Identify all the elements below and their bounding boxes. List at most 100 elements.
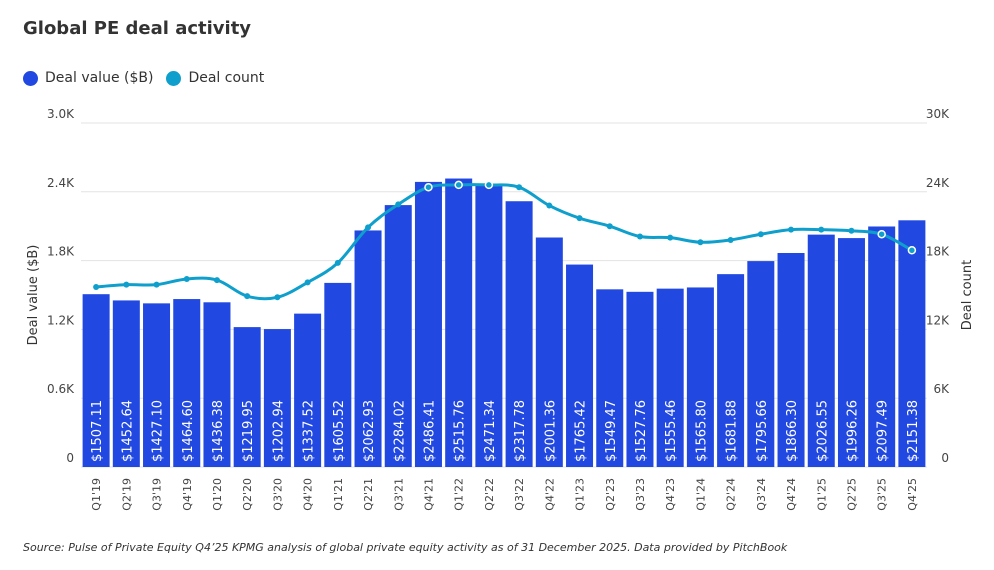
bar-data-label: $1436.38 [211, 400, 226, 462]
bar-deal-value [112, 300, 140, 467]
bar-deal-value [324, 282, 352, 467]
x-tick-label: Q1'21 [332, 478, 345, 511]
bar-data-label: $2062.93 [362, 400, 377, 462]
bar-data-label: $1337.52 [302, 400, 317, 462]
x-tick-label: Q3'25 [876, 478, 889, 511]
bar-data-label: $1219.95 [241, 400, 256, 462]
bar-data-label: $2515.76 [453, 400, 468, 462]
x-tick-label: Q2'19 [120, 478, 133, 511]
legend-item-deal-count[interactable]: Deal count [166, 70, 264, 86]
x-tick-label: Q3'19 [151, 478, 164, 511]
bar-deal-value [777, 252, 805, 467]
x-tick-label: Q1'25 [815, 478, 828, 511]
bar-data-label: $2001.36 [543, 400, 558, 462]
x-tick-label: Q2'23 [604, 478, 617, 511]
bar-data-label: $1681.88 [725, 400, 740, 462]
y-axis-title: Deal value ($B) [26, 245, 41, 346]
point-deal-count [183, 275, 190, 282]
bar-data-label: $2471.34 [483, 400, 498, 462]
point-deal-count [454, 180, 463, 190]
bar-data-label: $1555.46 [664, 400, 679, 462]
point-deal-count [153, 281, 160, 288]
x-tick-label: Q1'22 [453, 478, 466, 511]
point-deal-count [606, 223, 613, 230]
bar-deal-value [656, 288, 684, 467]
point-deal-count [848, 227, 855, 234]
x-tick-label: Q4'24 [785, 478, 798, 511]
bar-deal-value [475, 183, 503, 467]
y-tick-label: 1.8K [47, 245, 75, 259]
point-deal-count [907, 246, 917, 255]
y2-tick-label: 30K [926, 107, 950, 121]
x-tick-label: Q4'19 [181, 478, 194, 511]
y-tick-label: 3.0K [47, 107, 75, 121]
bar-data-label: $1452.64 [120, 400, 135, 462]
y2-tick-label: 24K [926, 176, 950, 190]
x-tick-label: Q3'22 [513, 478, 526, 511]
bar-deal-value [445, 178, 473, 467]
point-deal-count [636, 233, 643, 240]
bar-deal-value [505, 201, 533, 467]
x-tick-label: Q4'22 [543, 478, 556, 511]
bar-deal-value [203, 302, 231, 467]
bar-data-label: $2097.49 [876, 400, 891, 462]
bar-data-label: $1795.66 [755, 400, 770, 462]
legend: Deal value ($B) Deal count [23, 70, 277, 86]
bar-data-label: $1549.47 [604, 400, 619, 462]
point-deal-count [123, 281, 130, 288]
point-deal-count [546, 202, 553, 209]
bar-deal-value [294, 313, 322, 467]
bar-deal-value [807, 234, 835, 467]
bar-deal-value [233, 327, 261, 467]
x-tick-label: Q4'20 [302, 478, 315, 511]
y2-axis-title: Deal count [960, 260, 975, 330]
source-note: Source: Pulse of Private Equity Q4’25 KP… [23, 541, 788, 554]
point-deal-count [304, 279, 311, 286]
x-tick-label: Q3'21 [392, 478, 405, 511]
x-tick-label: Q4'21 [422, 478, 435, 511]
x-tick-label: Q2'24 [725, 478, 738, 511]
point-deal-count [697, 239, 704, 246]
bar-deal-value [82, 294, 110, 467]
bar-data-label: $2486.41 [422, 400, 437, 462]
bar-deal-value [173, 299, 201, 467]
legend-item-deal-value[interactable]: Deal value ($B) [23, 70, 153, 86]
bar-data-label: $1565.80 [694, 400, 709, 462]
x-tick-label: Q1'20 [211, 478, 224, 511]
legend-label-deal-value: Deal value ($B) [45, 70, 154, 86]
bar-deal-value [354, 230, 382, 467]
bar-deal-value [837, 238, 865, 467]
bar-data-label: $1202.94 [271, 400, 286, 462]
bar-deal-value [626, 291, 654, 467]
bar-deal-value [566, 264, 594, 467]
point-deal-count [424, 182, 433, 192]
point-deal-count [395, 201, 402, 208]
point-deal-count [757, 231, 764, 238]
point-deal-count [93, 283, 100, 290]
y2-tick-label: 6K [933, 382, 950, 396]
point-deal-count [788, 226, 795, 233]
bar-data-label: $1427.10 [151, 400, 166, 462]
bar-data-label: $1605.52 [332, 400, 347, 462]
point-deal-count [334, 259, 341, 266]
y2-tick-label: 0 [941, 451, 949, 465]
point-deal-count [213, 277, 220, 284]
bar-deal-value [686, 287, 714, 467]
bar-data-label: $2284.02 [392, 400, 407, 462]
legend-label-deal-count: Deal count [188, 70, 265, 86]
point-deal-count [818, 226, 825, 233]
bar-data-label: $1765.42 [574, 400, 589, 462]
y-tick-label: 1.2K [47, 313, 75, 327]
legend-swatch-deal-value [23, 70, 38, 86]
bar-deal-value [384, 205, 412, 467]
bar-data-label: $1527.76 [634, 400, 649, 462]
x-tick-label: Q3'24 [755, 478, 768, 511]
point-deal-count [244, 293, 251, 300]
y2-tick-label: 12K [926, 313, 950, 327]
x-tick-label: Q2'22 [483, 478, 496, 511]
bar-deal-value [898, 220, 926, 467]
bar-data-label: $1507.11 [90, 400, 105, 462]
x-tick-label: Q1'23 [574, 478, 587, 511]
bar-deal-value [535, 237, 563, 467]
